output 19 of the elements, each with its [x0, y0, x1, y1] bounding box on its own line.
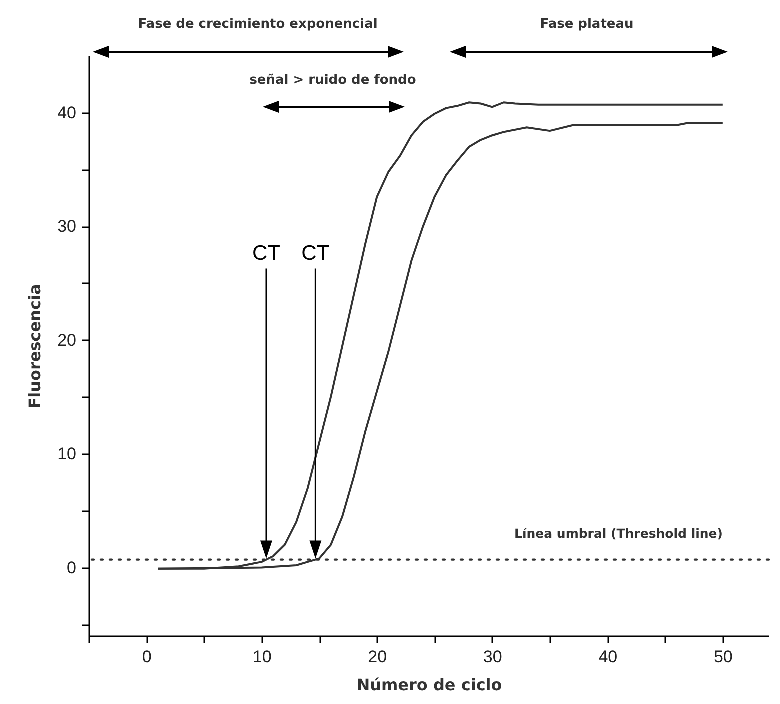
x-tick-label: 50	[714, 648, 733, 666]
x-tick-label: 30	[483, 648, 502, 666]
x-tick-label: 20	[368, 648, 388, 666]
x-axis-title: Número de ciclo	[356, 676, 502, 694]
annotation: señal > ruido de fondo	[250, 73, 416, 88]
y-tick-label: 20	[58, 330, 76, 350]
y-axis-title: Fluorescencia	[26, 284, 45, 409]
ref-line-label: Línea umbral (Threshold line)	[514, 526, 723, 541]
y-tick-label: 10	[58, 444, 76, 464]
x-tick-label: 0	[142, 648, 152, 666]
text: Fase de crecimiento exponencial	[138, 17, 378, 32]
text: Fase plateau	[540, 17, 634, 32]
annotation: CT	[302, 242, 330, 265]
y-tick-label: 30	[58, 217, 76, 236]
x-tick-label: 40	[598, 648, 618, 666]
annotation: CT	[252, 242, 281, 265]
y-tick-label: 0	[67, 558, 76, 578]
y-tick-label: 40	[58, 103, 76, 122]
x-tick-label: 10	[252, 648, 272, 666]
